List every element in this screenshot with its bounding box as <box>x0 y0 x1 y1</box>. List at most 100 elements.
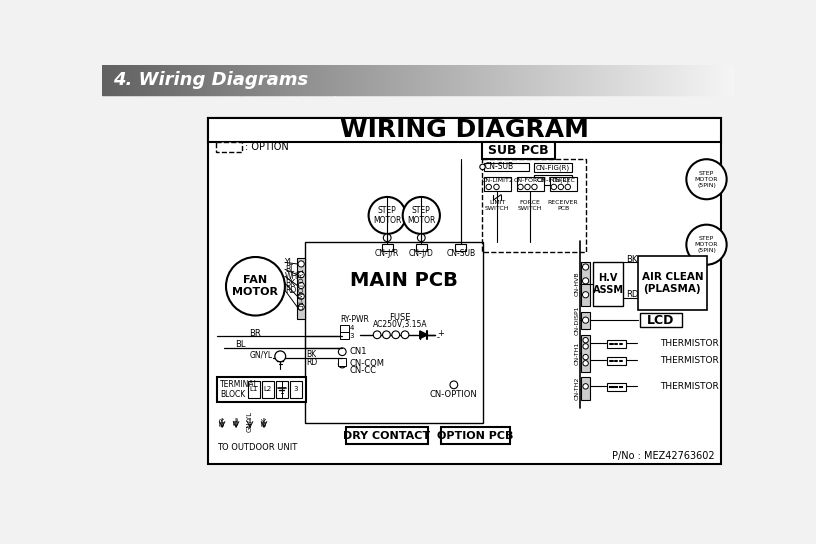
Bar <box>276 381 288 398</box>
Circle shape <box>383 331 390 338</box>
Bar <box>481 143 556 159</box>
Circle shape <box>486 184 491 190</box>
Text: H.V
ASSM: H.V ASSM <box>592 273 623 295</box>
Circle shape <box>418 234 425 242</box>
Text: THERMISTOR: THERMISTOR <box>660 356 719 364</box>
Bar <box>339 358 346 366</box>
Text: CN-COM: CN-COM <box>350 359 385 368</box>
Circle shape <box>298 293 304 299</box>
Circle shape <box>226 257 285 316</box>
Text: CN-DISP1: CN-DISP1 <box>574 305 579 335</box>
Text: CN-SUB: CN-SUB <box>485 163 514 171</box>
Text: GN/YL: GN/YL <box>249 350 273 359</box>
Text: CN-OPTION: CN-OPTION <box>430 391 477 399</box>
Text: BK: BK <box>307 350 317 359</box>
Bar <box>305 243 483 423</box>
Circle shape <box>532 184 537 190</box>
Bar <box>481 159 587 252</box>
Text: AIR CLEAN
(PLASMA): AIR CLEAN (PLASMA) <box>641 273 703 294</box>
Text: TO OUTDOOR UNIT: TO OUTDOOR UNIT <box>217 443 297 453</box>
Circle shape <box>551 184 557 190</box>
Text: RD: RD <box>626 290 638 299</box>
Circle shape <box>583 344 588 349</box>
Circle shape <box>339 360 346 368</box>
Circle shape <box>369 197 406 234</box>
Circle shape <box>403 197 440 234</box>
Text: AC250V,3.15A: AC250V,3.15A <box>373 319 428 329</box>
Text: P/No : MEZ42763602: P/No : MEZ42763602 <box>612 452 715 461</box>
Bar <box>581 262 590 306</box>
Text: CN-TH2: CN-TH2 <box>574 377 579 400</box>
Polygon shape <box>419 331 428 338</box>
Text: BR: BR <box>249 329 261 338</box>
Text: DRY CONTACT: DRY CONTACT <box>343 431 430 441</box>
Bar <box>550 177 577 191</box>
Bar <box>484 177 511 191</box>
Bar <box>534 175 572 184</box>
Circle shape <box>373 331 381 338</box>
Text: LCD: LCD <box>647 314 675 326</box>
Text: CN-FORCE: CN-FORCE <box>514 178 546 183</box>
Text: STEP
MOTOR
(5PIN): STEP MOTOR (5PIN) <box>694 171 718 188</box>
Text: GN/YL: GN/YL <box>247 411 253 431</box>
Text: L2: L2 <box>264 386 272 392</box>
Text: FAN
MOTOR: FAN MOTOR <box>233 275 278 297</box>
Text: WH: WH <box>285 272 298 281</box>
Text: CN-CC: CN-CC <box>350 367 377 375</box>
Text: CN-REC: CN-REC <box>551 178 575 183</box>
Circle shape <box>583 317 588 323</box>
Circle shape <box>583 361 588 366</box>
Text: SUB PCB: SUB PCB <box>488 144 549 157</box>
Text: BL: BL <box>233 417 239 425</box>
Text: FUSE: FUSE <box>389 313 411 323</box>
Bar <box>262 381 274 398</box>
Circle shape <box>565 184 570 190</box>
Text: BK: BK <box>626 255 637 264</box>
Text: 3: 3 <box>294 386 298 392</box>
Bar <box>455 244 466 251</box>
Text: BK: BK <box>261 416 267 425</box>
Text: RD: RD <box>285 286 296 295</box>
Text: 4: 4 <box>349 325 353 331</box>
Bar <box>441 427 511 444</box>
Text: CN1: CN1 <box>350 347 367 356</box>
Text: +: + <box>437 329 444 338</box>
Text: BL: BL <box>235 341 246 349</box>
Bar <box>340 325 349 332</box>
Bar <box>340 332 349 339</box>
Circle shape <box>392 331 400 338</box>
Bar <box>297 258 305 319</box>
Bar <box>581 377 590 400</box>
Text: BL: BL <box>285 265 295 274</box>
Circle shape <box>583 337 588 343</box>
Circle shape <box>480 164 486 170</box>
Bar <box>248 381 260 398</box>
Bar <box>517 177 543 191</box>
Bar <box>640 313 682 327</box>
Circle shape <box>298 271 304 278</box>
Circle shape <box>583 354 588 360</box>
Circle shape <box>401 331 409 338</box>
Text: 4. Wiring Diagrams: 4. Wiring Diagrams <box>113 71 308 89</box>
Circle shape <box>686 225 727 265</box>
Circle shape <box>384 234 391 242</box>
Text: CN-MOTOR1: CN-MOTOR1 <box>298 267 304 310</box>
Bar <box>534 163 572 172</box>
Text: CN-FIG(R): CN-FIG(R) <box>536 164 570 171</box>
Text: STEP
MOTOR: STEP MOTOR <box>373 206 401 225</box>
Bar <box>208 118 721 143</box>
Text: YL: YL <box>285 258 294 267</box>
Circle shape <box>558 184 564 190</box>
Circle shape <box>583 384 588 389</box>
Bar <box>607 384 626 391</box>
Bar <box>484 163 529 171</box>
Circle shape <box>686 159 727 199</box>
Text: CN-FIG(L): CN-FIG(L) <box>536 177 570 183</box>
Bar <box>638 256 707 310</box>
Text: STEP
MOTOR
(5PIN): STEP MOTOR (5PIN) <box>694 237 718 253</box>
Text: RY-PWR: RY-PWR <box>341 315 370 324</box>
Text: TERMINAL
BLOCK: TERMINAL BLOCK <box>220 380 259 399</box>
Text: WIRING DIAGRAM: WIRING DIAGRAM <box>340 118 589 142</box>
Bar <box>607 340 626 348</box>
Circle shape <box>525 184 530 190</box>
